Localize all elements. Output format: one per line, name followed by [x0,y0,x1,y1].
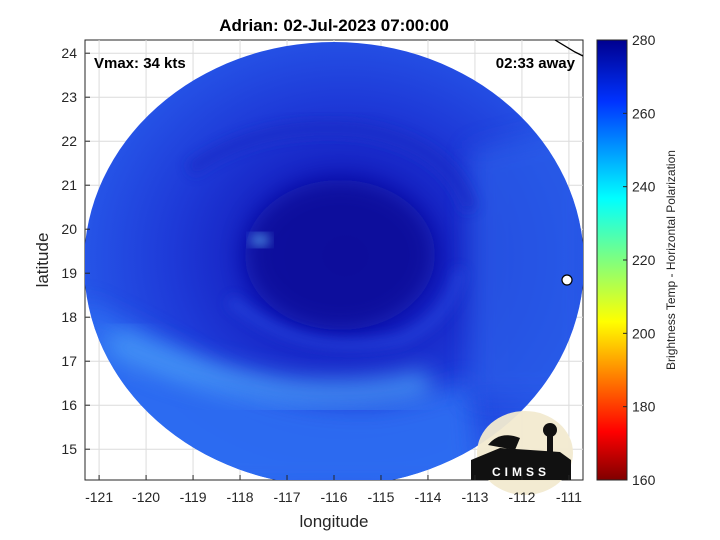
colorbar-tick-label: 200 [632,325,656,341]
colorbar-tick-label: 180 [632,399,656,415]
x-tick-label: -120 [132,489,160,505]
x-tick-label: -114 [414,489,441,505]
x-tick-label: -116 [321,489,348,505]
y-tick-label: 24 [61,45,77,61]
colorbar-ticks: 160 180 200 220 240 260 280 [623,32,656,488]
y-tick-label: 15 [61,441,77,457]
y-tick-label: 22 [61,133,77,149]
y-tick-label: 16 [61,397,77,413]
colorbar-tick-label: 220 [632,252,656,268]
cimss-logo-text: CIMSS [492,465,550,479]
y-tick-label: 17 [61,353,77,369]
colorbar-tick-label: 260 [632,105,656,121]
microwave-swath [85,40,583,480]
x-tick-label: -115 [367,489,394,505]
x-tick-label: -119 [180,489,207,505]
x-tick-label: -117 [274,489,301,505]
x-tick-label: -113 [461,489,488,505]
y-tick-label: 19 [61,265,77,281]
x-tick-label: -121 [85,489,113,505]
vmax-annotation: Vmax: 34 kts [94,55,186,72]
colorbar-label: Brightness Temp - Horizontal Polarizatio… [664,150,678,370]
y-axis: 15 16 17 18 19 20 21 22 23 24 [61,45,90,457]
x-axis: -121 -120 -119 -118 -117 -116 -115 -114 -113 -112… [85,475,582,505]
time-away-annotation: 02:33 away [496,55,576,72]
colorbar [596,39,628,481]
y-tick-label: 20 [61,221,77,237]
y-tick-label: 18 [61,309,77,325]
x-tick-label: -111 [556,489,582,505]
x-tick-label: -112 [508,489,535,505]
colorbar-tick-label: 160 [632,472,656,488]
y-tick-label: 21 [61,177,77,193]
x-axis-label: longitude [299,512,368,531]
colorbar-tick-label: 240 [632,179,656,195]
x-tick-label: -118 [227,489,254,505]
cimss-logo: CIMSS [471,411,573,495]
colorbar-tick-label: 280 [632,32,656,48]
y-axis-label: latitude [33,233,52,288]
chart-title: Adrian: 02-Jul-2023 07:00:00 [219,16,449,35]
y-tick-label: 23 [61,89,77,105]
